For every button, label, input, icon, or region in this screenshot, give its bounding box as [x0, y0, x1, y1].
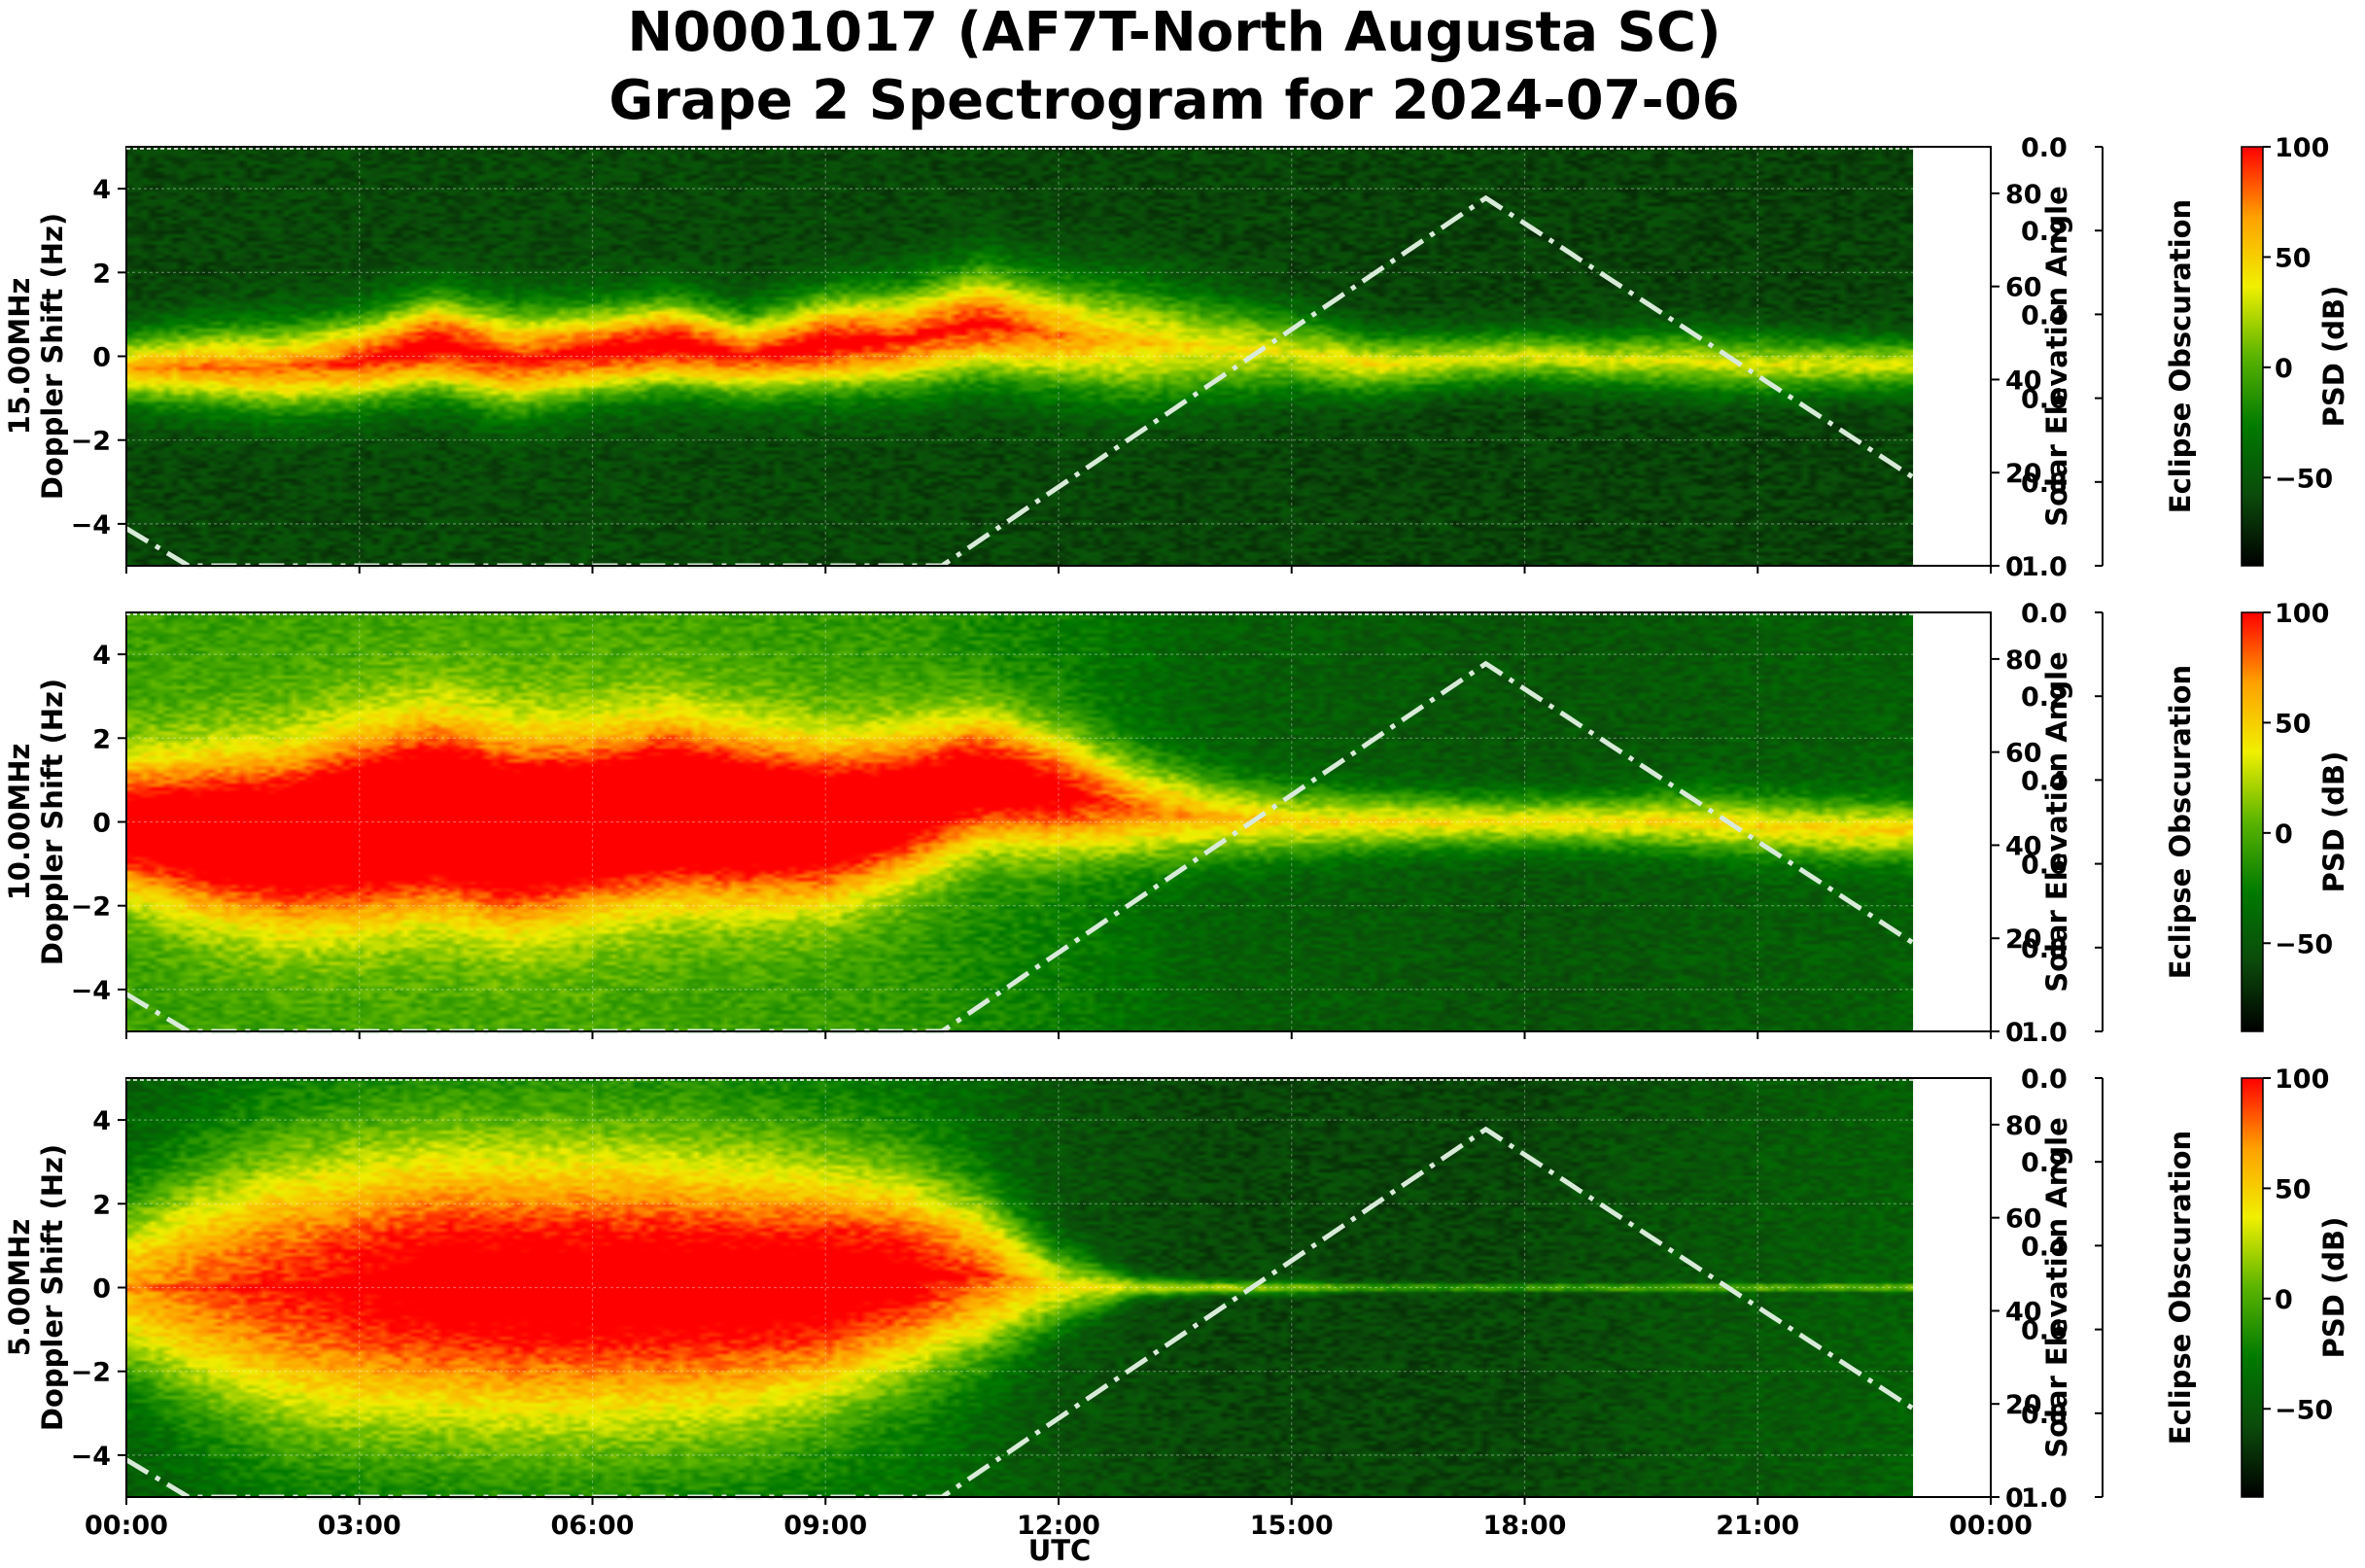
- colorbar-tick-label: −50: [2275, 929, 2333, 959]
- eclipse-tick-label: 0.2: [2021, 682, 2068, 713]
- eclipse-tick-label: 0.0: [2021, 1064, 2068, 1095]
- y-axis-label: Doppler Shift (Hz): [36, 213, 69, 500]
- colorbar-tick-label: −50: [2275, 1395, 2333, 1425]
- eclipse-tick-label: 0.8: [2021, 934, 2068, 964]
- solar-tick-label: 40: [2005, 831, 2042, 861]
- panel-frequency-label: 15.00MHz: [3, 278, 36, 436]
- colorbar-tick-label: 0: [2275, 1285, 2293, 1315]
- eclipse-tick-label: 0.2: [2021, 217, 2068, 247]
- panel-15.00MHz: 420−2−415.00MHz Doppler Shift (Hz)0204060…: [3, 133, 2350, 582]
- eclipse-tick-label: 0.6: [2021, 1316, 2068, 1346]
- solar-tick-label: 20: [2005, 459, 2042, 489]
- y-tick-label: 0: [92, 809, 111, 839]
- y-tick-label: −2: [71, 892, 111, 923]
- x-tick-label: 06:00: [551, 1511, 635, 1541]
- panel-10.00MHz: 420−2−410.00MHz Doppler Shift (Hz)0204060…: [3, 599, 2350, 1048]
- y-axis-label: Doppler Shift (Hz): [36, 679, 69, 965]
- y-tick-label: 4: [92, 1106, 111, 1136]
- figure-title-line1: N0001017 (AF7T-North Augusta SC): [627, 1, 1721, 64]
- x-tick-label: 09:00: [783, 1511, 867, 1541]
- eclipse-tick-label: 1.0: [2021, 1483, 2068, 1514]
- y-tick-label: 4: [92, 175, 111, 205]
- figure-title-line2: Grape 2 Spectrogram for 2024-07-06: [609, 69, 1739, 132]
- colorbar-tick-label: 0: [2275, 819, 2293, 850]
- colorbar-15.00MHz: [2241, 146, 2264, 567]
- solar-tick-label: 0: [2005, 1018, 2024, 1048]
- y-tick-label: −4: [71, 510, 111, 540]
- eclipse-tick-label: 0.8: [2021, 1400, 2068, 1430]
- eclipse-axis-label: Eclipse Obscuration: [2164, 199, 2197, 513]
- eclipse-axis-label: Eclipse Obscuration: [2164, 665, 2197, 979]
- eclipse-tick-label: 0.6: [2021, 851, 2068, 881]
- solar-tick-label: 80: [2005, 645, 2042, 676]
- eclipse-tick-label: 0.0: [2021, 599, 2068, 629]
- panel-5.00MHz: 420−2−45.00MHz Doppler Shift (Hz)02040608…: [3, 1064, 2350, 1514]
- colorbar-label: PSD (dB): [2317, 1217, 2350, 1359]
- colorbar-tick-label: 50: [2275, 243, 2312, 273]
- solar-tick-label: 20: [2005, 924, 2042, 955]
- eclipse-tick-label: 0.8: [2021, 469, 2068, 499]
- y-tick-label: −2: [71, 427, 111, 457]
- spectrogram-image-15.00MHz: [126, 147, 1914, 566]
- solar-axis-label: Solar Elevation Angle: [2040, 1117, 2073, 1458]
- colorbar-label: PSD (dB): [2317, 751, 2350, 893]
- x-tick-label: 03:00: [318, 1511, 401, 1541]
- eclipse-tick-label: 0.4: [2021, 1232, 2068, 1262]
- panel-frequency-label: 10.00MHz: [3, 744, 36, 901]
- colorbar-tick-label: 100: [2275, 1064, 2329, 1095]
- y-tick-label: −4: [71, 1442, 111, 1472]
- eclipse-tick-label: 0.0: [2021, 133, 2068, 163]
- y-tick-label: 2: [92, 259, 111, 289]
- x-tick-label: 12:00: [1017, 1511, 1100, 1541]
- y-tick-label: 4: [92, 641, 111, 671]
- x-tick-label: 15:00: [1250, 1511, 1334, 1541]
- x-axis: 00:00 03:00 06:00 09:00 12:00 15:00 18:00 21:00…: [85, 1511, 2033, 1541]
- panels-group: 420−2−415.00MHz Doppler Shift (Hz)0204060…: [3, 133, 2350, 1514]
- eclipse-tick-label: 0.2: [2021, 1148, 2068, 1178]
- solar-tick-label: 40: [2005, 366, 2042, 396]
- solar-tick-label: 40: [2005, 1297, 2042, 1327]
- y-tick-label: 0: [92, 1274, 111, 1305]
- eclipse-tick-label: 1.0: [2021, 1018, 2068, 1048]
- solar-axis-label: Solar Elevation Angle: [2040, 651, 2073, 993]
- solar-tick-label: 20: [2005, 1390, 2042, 1420]
- eclipse-tick-label: 0.4: [2021, 300, 2068, 331]
- x-tick-label: 00:00: [1949, 1511, 2033, 1541]
- y-tick-label: 0: [92, 343, 111, 373]
- solar-tick-label: 80: [2005, 1111, 2042, 1141]
- eclipse-tick-label: 0.6: [2021, 385, 2068, 415]
- solar-tick-label: 60: [2005, 739, 2042, 769]
- y-tick-label: −4: [71, 976, 111, 1006]
- eclipse-tick-label: 1.0: [2021, 552, 2068, 582]
- y-axis-label: Doppler Shift (Hz): [36, 1144, 69, 1431]
- colorbar-tick-label: 50: [2275, 1174, 2312, 1204]
- x-tick-label: 21:00: [1716, 1511, 1799, 1541]
- spectrogram-image-10.00MHz: [126, 612, 1914, 1031]
- eclipse-axis-label: Eclipse Obscuration: [2164, 1131, 2197, 1445]
- y-tick-label: −2: [71, 1358, 111, 1388]
- solar-tick-label: 60: [2005, 273, 2042, 303]
- colorbar-10.00MHz: [2241, 611, 2264, 1032]
- spectrogram-image-5.00MHz: [126, 1078, 1914, 1497]
- colorbar-tick-label: 50: [2275, 709, 2312, 739]
- solar-tick-label: 60: [2005, 1204, 2042, 1235]
- x-tick-label: 00:00: [85, 1511, 168, 1541]
- colorbar-tick-label: 0: [2275, 354, 2293, 384]
- colorbar-tick-label: 100: [2275, 599, 2329, 629]
- colorbar-5.00MHz: [2241, 1077, 2264, 1498]
- eclipse-tick-label: 0.4: [2021, 766, 2068, 796]
- solar-tick-label: 0: [2005, 552, 2024, 582]
- colorbar-tick-label: −50: [2275, 464, 2333, 494]
- x-tick-label: 18:00: [1483, 1511, 1567, 1541]
- solar-tick-label: 0: [2005, 1483, 2024, 1514]
- panel-frequency-label: 5.00MHz: [3, 1219, 36, 1357]
- solar-axis-label: Solar Elevation Angle: [2040, 186, 2073, 527]
- colorbar-label: PSD (dB): [2317, 286, 2350, 428]
- solar-tick-label: 80: [2005, 180, 2042, 210]
- colorbar-tick-label: 100: [2275, 133, 2329, 163]
- y-tick-label: 2: [92, 1190, 111, 1220]
- x-axis-label: UTC: [1028, 1534, 1092, 1567]
- y-tick-label: 2: [92, 724, 111, 754]
